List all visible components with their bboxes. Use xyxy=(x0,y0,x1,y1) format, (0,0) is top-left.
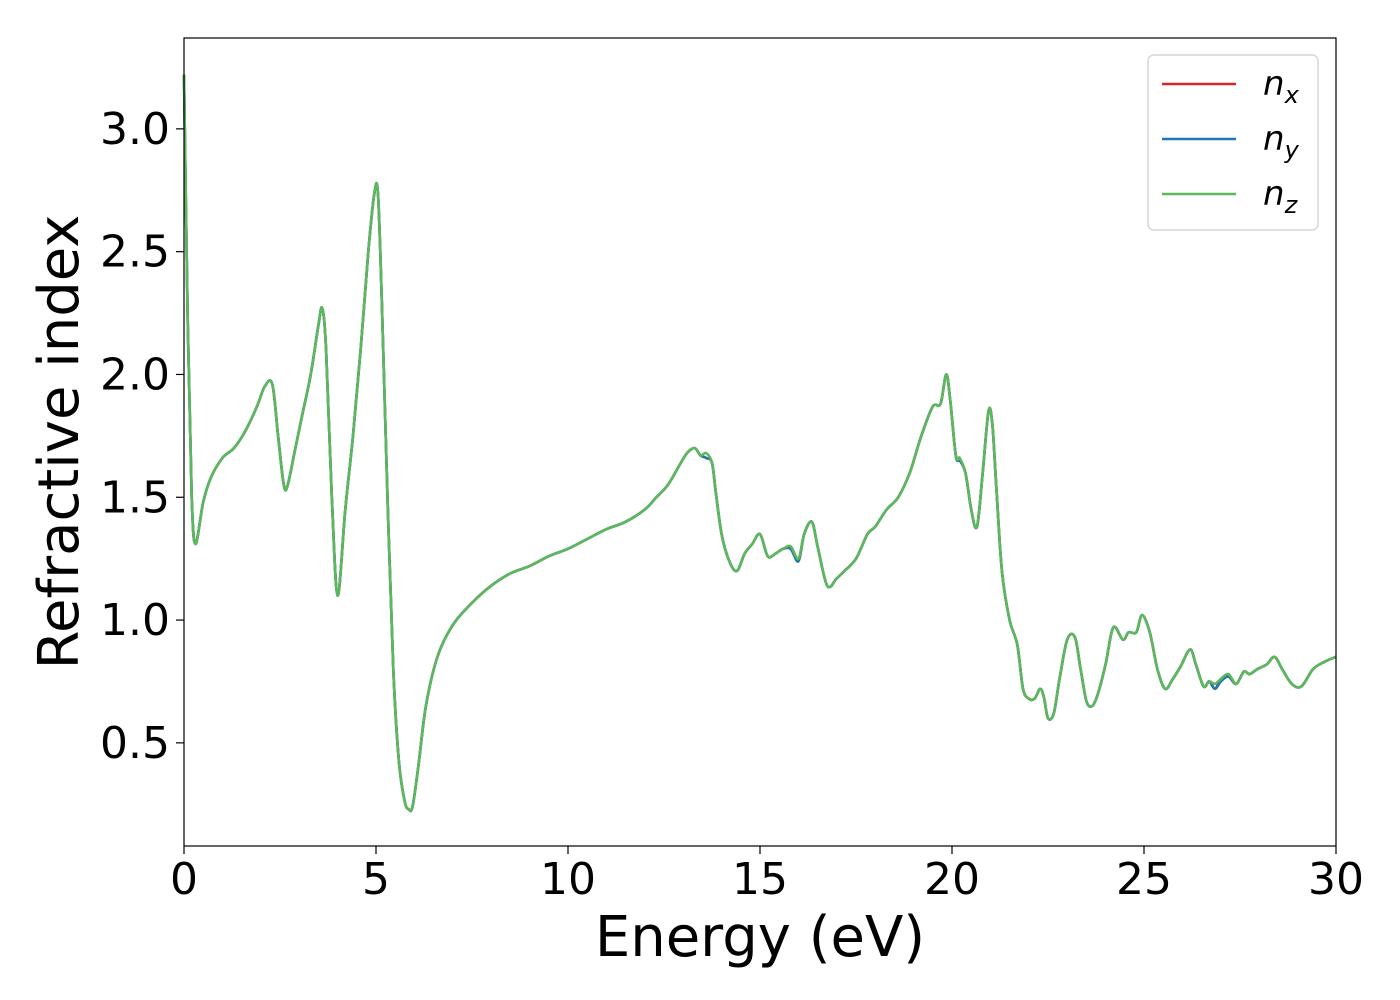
x-tick-label: 5 xyxy=(362,854,390,905)
series-line-2 xyxy=(182,74,1337,813)
y-tick-label: 2.5 xyxy=(100,227,170,278)
legend-label-x: nx xyxy=(1263,64,1300,109)
legend-box xyxy=(1147,54,1319,231)
x-tick-label: 0 xyxy=(170,854,198,905)
series-layer xyxy=(182,74,1337,813)
y-tick-label: 2.0 xyxy=(100,349,170,400)
plot-background xyxy=(184,38,1336,846)
y-tick-label: 0.5 xyxy=(100,718,170,769)
x-tick-label: 15 xyxy=(732,854,788,905)
x-tick-label: 20 xyxy=(924,854,980,905)
y-tick-label: 1.5 xyxy=(100,472,170,523)
x-axis-title: Energy (eV) xyxy=(595,905,925,970)
x-tick-label: 25 xyxy=(1116,854,1172,905)
y-axis-title: Refractive index xyxy=(27,215,92,670)
legend-label-z: nz xyxy=(1263,174,1299,219)
y-tick-label: 3.0 xyxy=(100,104,170,155)
y-tick-label: 1.0 xyxy=(100,595,170,646)
legend: nx ny nz xyxy=(1147,54,1319,231)
x-axis: 0 5 10 15 20 25 30 xyxy=(170,846,1364,905)
x-tick-label: 10 xyxy=(540,854,596,905)
x-tick-label: 30 xyxy=(1308,854,1364,905)
y-axis: 0.5 1.0 1.5 2.0 2.5 3.0 xyxy=(100,104,184,769)
legend-label-y: ny xyxy=(1263,119,1300,164)
